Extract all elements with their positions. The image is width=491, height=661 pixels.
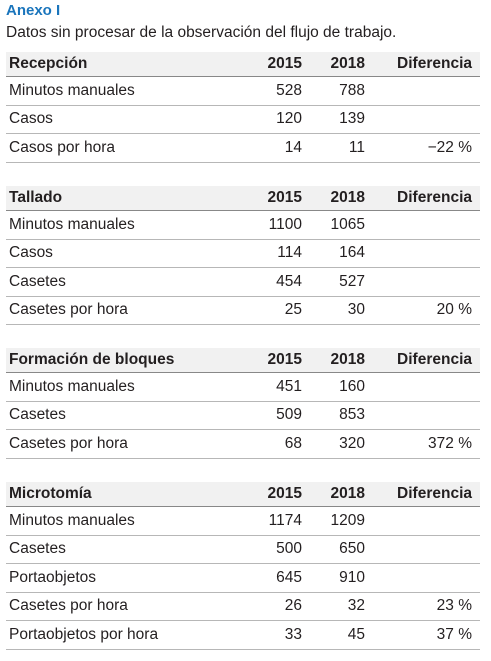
table-cell: 451 — [276, 377, 302, 395]
table-cell: 372 % — [428, 434, 472, 452]
table-cell: Casetes por hora — [9, 434, 128, 452]
column-header: Diferencia — [397, 351, 472, 368]
table-cell: 164 — [339, 244, 365, 262]
column-header: 2018 — [330, 55, 365, 72]
table-row: Casetes por hora 26 32 23 % — [6, 593, 480, 621]
column-header: 2015 — [267, 189, 302, 206]
table-cell: 160 — [339, 377, 365, 395]
table-cell: Casetes — [9, 540, 66, 558]
column-header: 2018 — [330, 189, 365, 206]
table-cell: −22 % — [427, 138, 472, 156]
table-row: Minutos manuales 528 788 — [6, 77, 480, 106]
table-cell: 650 — [339, 540, 365, 558]
table-row: Casos 120 139 — [6, 106, 480, 134]
table-cell: Minutos manuales — [9, 511, 135, 529]
header-row: Recepción 2015 2018 Diferencia — [6, 52, 480, 77]
table-cell: Casetes — [9, 406, 66, 424]
table-cell: Casos por hora — [9, 138, 115, 156]
table-cell: 139 — [339, 110, 365, 128]
table: Microtomía 2015 2018 Diferencia Minutos manu… — [6, 482, 480, 650]
table-cell: 910 — [339, 568, 365, 586]
table-row: Portaobjetos 645 910 — [6, 564, 480, 593]
table-cell: 37 % — [436, 625, 472, 643]
column-header: 2015 — [267, 351, 302, 368]
table-cell: 645 — [276, 568, 302, 586]
header-row: Formación de bloques 2015 2018 Diferencia — [6, 348, 480, 373]
title: Anexo I — [6, 2, 61, 19]
column-header: 2015 — [267, 55, 302, 72]
table-cell: 25 — [284, 301, 302, 319]
table-cell: 500 — [276, 540, 302, 558]
column-header: Microtomía — [9, 485, 92, 502]
table-row: Casetes 509 853 — [6, 402, 480, 430]
table-cell: 1209 — [330, 511, 365, 529]
table-cell: Minutos manuales — [9, 81, 135, 99]
table-row: Minutos manuales 1174 1209 — [6, 507, 480, 536]
table-cell: 30 — [347, 301, 365, 319]
table-cell: Minutos manuales — [9, 377, 135, 395]
table-row: Casetes 454 527 — [6, 268, 480, 297]
column-header: Diferencia — [397, 485, 472, 502]
table-row: Casetes por hora 68 320 372 % — [6, 430, 480, 459]
table-cell: 33 — [284, 625, 302, 643]
table-cell: 454 — [276, 272, 302, 290]
table: Formación de bloques 2015 2018 Diferencia Mi… — [6, 348, 480, 459]
table-cell: 1174 — [268, 511, 302, 529]
table-cell: 114 — [277, 244, 302, 262]
table-cell: Casetes por hora — [9, 301, 128, 319]
column-header: 2015 — [267, 485, 302, 502]
table-cell: 68 — [284, 434, 302, 452]
table-cell: 853 — [339, 406, 365, 424]
column-header: Formación de bloques — [9, 351, 175, 368]
column-header: Diferencia — [397, 55, 472, 72]
table-cell: 788 — [339, 81, 365, 99]
header-row: Microtomía 2015 2018 Diferencia — [6, 482, 480, 507]
table-row: Minutos manuales 1100 1065 — [6, 211, 480, 240]
table-cell: 45 — [347, 625, 365, 643]
column-header: 2018 — [330, 485, 365, 502]
table-cell: 509 — [276, 406, 302, 424]
table-cell: 1065 — [330, 215, 365, 233]
table-cell: 320 — [339, 434, 365, 452]
table-row: Minutos manuales 451 160 — [6, 373, 480, 402]
table-cell: 32 — [347, 597, 365, 615]
table-cell: 527 — [339, 272, 365, 290]
table-cell: 1100 — [268, 215, 302, 233]
table: Tallado 2015 2018 Diferencia Minutos manuale… — [6, 186, 480, 325]
column-header: Recepción — [9, 55, 88, 72]
subtitle: Datos sin procesar de la observación del… — [6, 24, 397, 41]
table: Recepción 2015 2018 Diferencia Minutos manua… — [6, 52, 480, 163]
table-row: Casetes 500 650 — [6, 536, 480, 564]
table-cell: 120 — [276, 110, 302, 128]
table-cell: Portaobjetos — [9, 568, 97, 586]
table-cell: Casetes por hora — [9, 597, 128, 615]
header-row: Tallado 2015 2018 Diferencia — [6, 186, 480, 211]
table-cell: Minutos manuales — [9, 215, 135, 233]
column-header: Tallado — [9, 189, 63, 206]
table-cell: 14 — [284, 138, 302, 156]
table-row: Casetes por hora 25 30 20 % — [6, 297, 480, 325]
table-row: Portaobjetos por hora 33 45 37 % — [6, 621, 480, 650]
table-cell: 528 — [276, 81, 302, 99]
table-cell: 26 — [284, 597, 302, 615]
column-header: 2018 — [330, 351, 365, 368]
column-header: Diferencia — [397, 189, 472, 206]
table-cell: 11 — [348, 138, 365, 156]
table-cell: 23 % — [436, 597, 472, 615]
table-cell: Casos — [9, 244, 53, 262]
table-cell: Casos — [9, 110, 53, 128]
table-row: Casos 114 164 — [6, 240, 480, 268]
table-row: Casos por hora 14 11 −22 % — [6, 134, 480, 163]
table-cell: Portaobjetos por hora — [9, 625, 159, 643]
table-cell: Casetes — [9, 272, 66, 290]
table-cell: 20 % — [436, 301, 472, 319]
